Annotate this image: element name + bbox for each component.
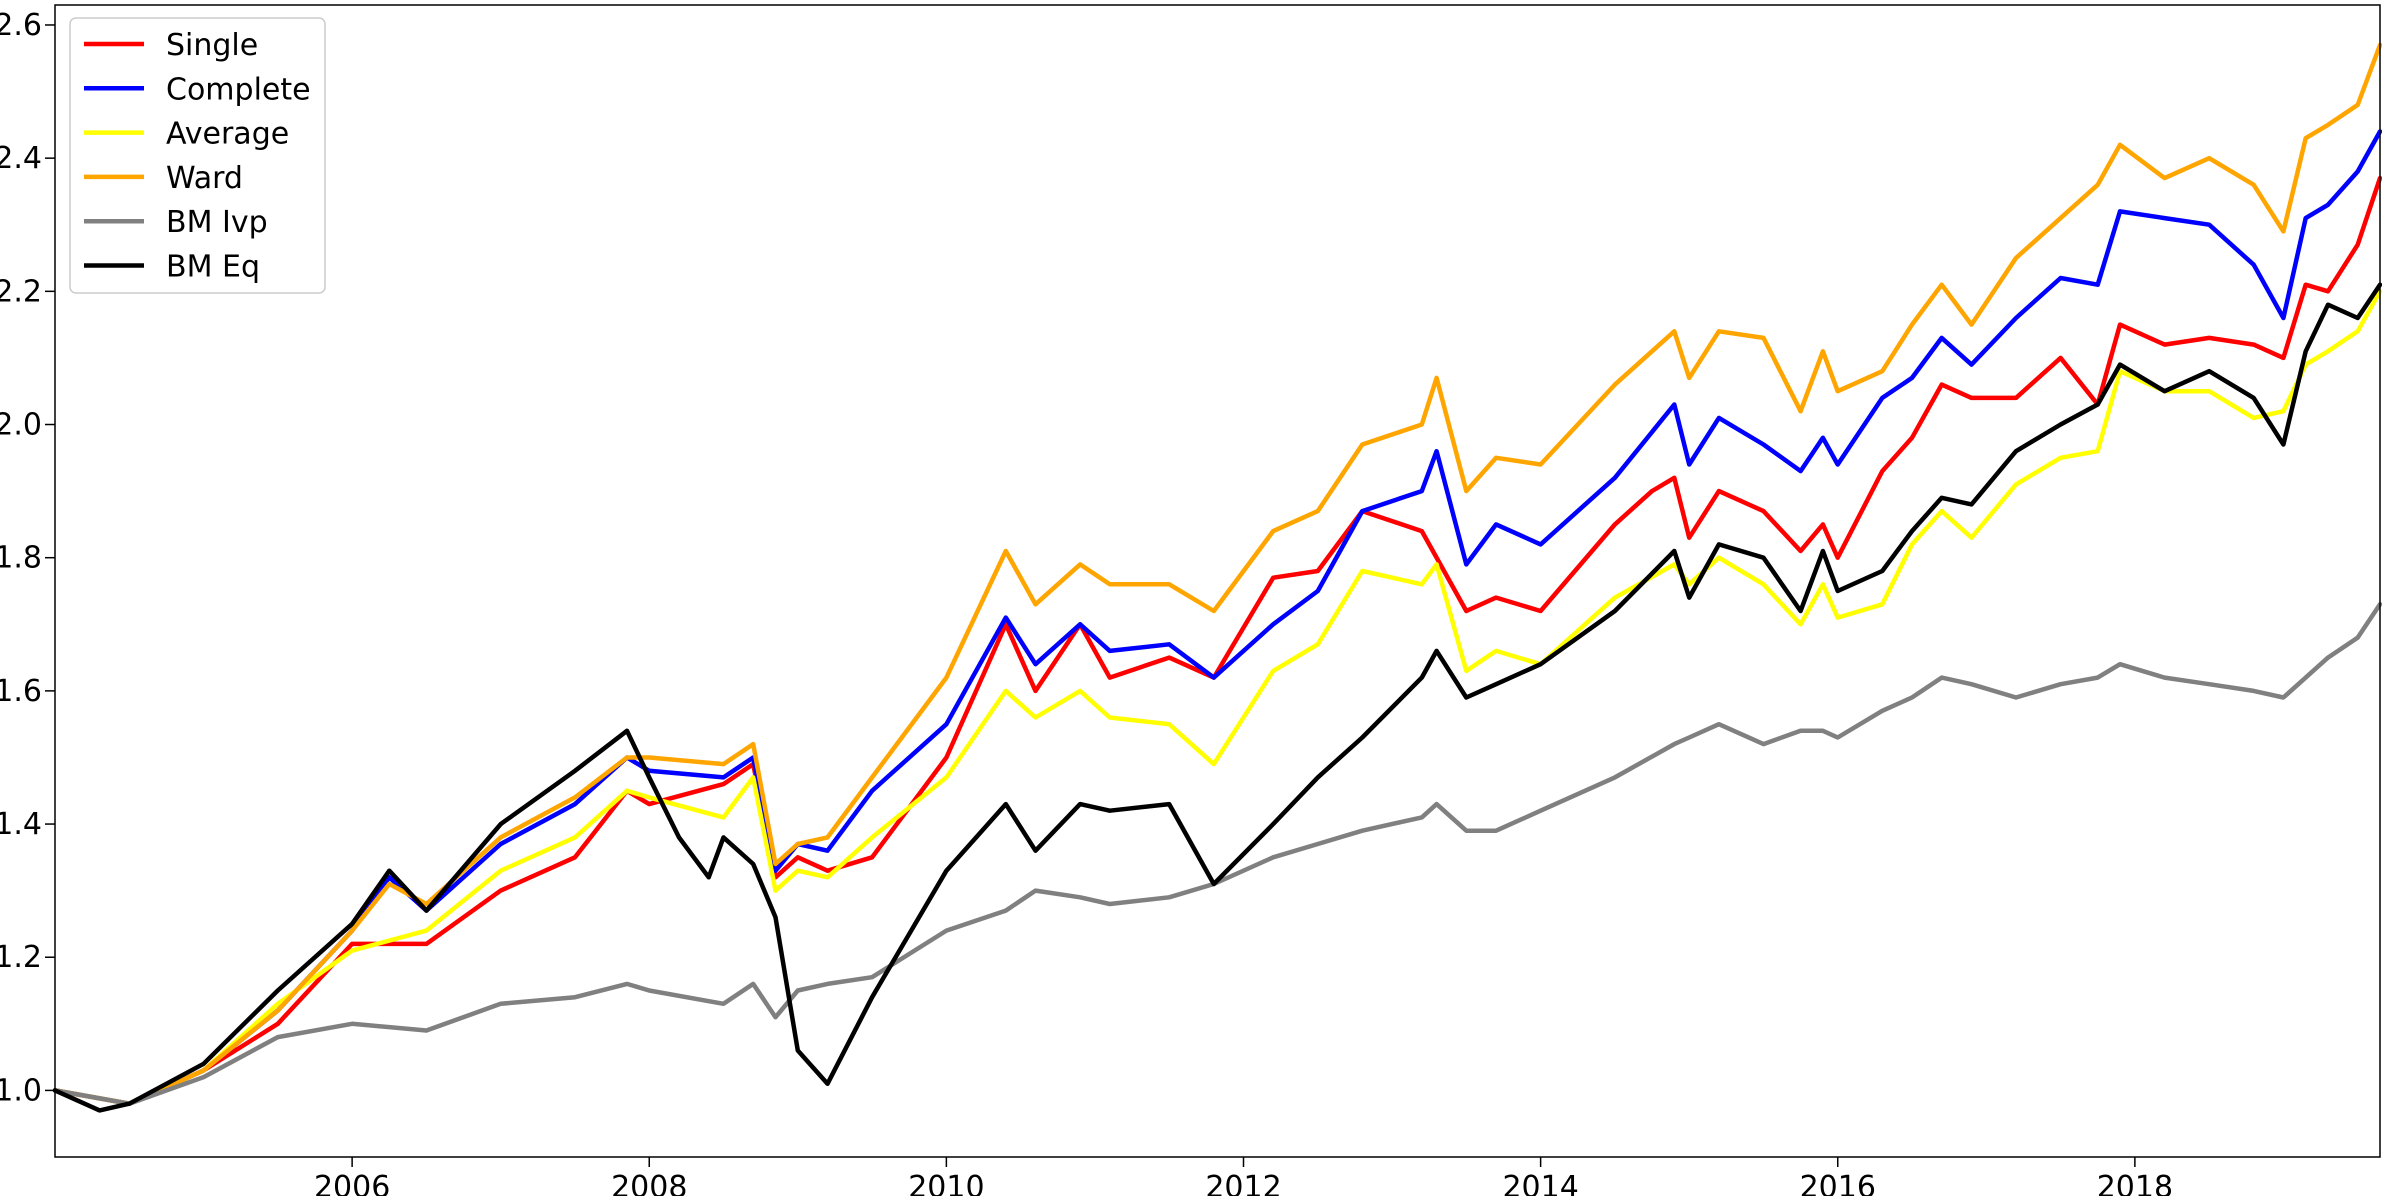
- plot-background: [55, 5, 2380, 1157]
- series-line-ward: [52, 42, 2382, 1106]
- legend-label: BM Ivp: [166, 205, 268, 240]
- legend-label: Complete: [166, 72, 311, 107]
- x-tick-label: 2014: [1502, 1170, 1578, 1196]
- series-line-bm-eq: [52, 282, 2382, 1113]
- x-tick-label: 2008: [611, 1170, 687, 1196]
- series-layer: [52, 42, 2382, 1113]
- plot-frame: [54, 4, 2381, 1158]
- y-tick-label: 1.0: [0, 1073, 42, 1108]
- series-line-bm-ivp: [52, 602, 2382, 1106]
- x-tick-label: 2010: [908, 1170, 984, 1196]
- legend-label: Single: [166, 28, 258, 63]
- legend-label: Ward: [166, 161, 243, 196]
- y-tick-label: 2.6: [0, 8, 42, 43]
- x-tick-label: 2018: [2097, 1170, 2173, 1196]
- legend-label: Average: [166, 117, 289, 152]
- legend-label: BM Eq: [166, 250, 260, 285]
- legend: Single Complete Average Ward BM Ivp BM Eq: [69, 17, 326, 294]
- y-tick-label: 2.4: [0, 141, 42, 176]
- y-tick-label: 2.2: [0, 274, 42, 309]
- y-tick-label: 1.8: [0, 541, 42, 576]
- x-tick-label: 2016: [1800, 1170, 1876, 1196]
- y-tick-label: 1.2: [0, 940, 42, 975]
- y-tick-label: 1.6: [0, 674, 42, 709]
- y-tick-label: 2.0: [0, 408, 42, 443]
- series-line-average: [52, 289, 2382, 1106]
- x-tick-label: 2012: [1205, 1170, 1281, 1196]
- x-tick-label: 2006: [314, 1170, 390, 1196]
- y-tick-label: 1.4: [0, 807, 42, 842]
